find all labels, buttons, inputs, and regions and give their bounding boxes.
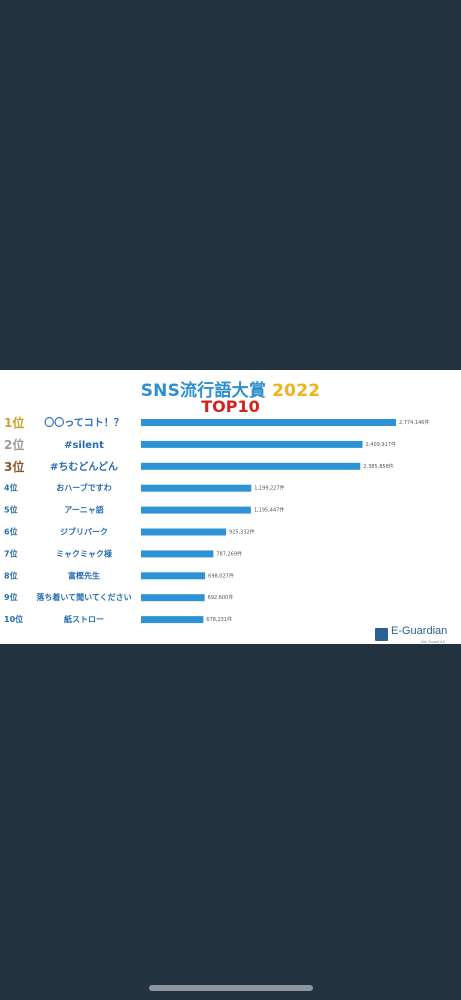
rank-label: 7位 (4, 548, 18, 558)
value-label: 678,231件 (206, 616, 232, 623)
logo-mark-icon (375, 628, 388, 641)
rank-label: 9位 (4, 592, 18, 602)
rank-label: 3位 (4, 459, 24, 474)
bar (141, 528, 227, 536)
rank-label: 2位 (4, 437, 24, 452)
value-label: 2,385,858件 (363, 463, 393, 470)
value-label: 1,195,447件 (254, 507, 284, 514)
bar (141, 550, 214, 558)
category-label: ミャクミャク様 (56, 548, 113, 558)
value-label: 2,774,146件 (399, 419, 429, 426)
chart-title-main: SNS流行語大賞 (140, 381, 267, 401)
rank-label: 1位 (4, 415, 24, 430)
logo-tagline: We Guard All (421, 639, 445, 644)
category-label: アーニャ語 (64, 505, 104, 515)
bar (141, 484, 252, 492)
value-label: 1,199,227件 (254, 485, 284, 492)
category-label: 紙ストロー (64, 614, 104, 624)
value-label: 925,332件 (229, 529, 255, 536)
category-label: #silent (64, 440, 104, 451)
chart-card: SNS流行語大賞 2022 TOP10 1位 〇〇ってコト！？ 2,774,146件… (0, 370, 461, 644)
e-guardian-logo: E-Guardian We Guard All (375, 625, 455, 644)
value-label: 2,409,917件 (366, 441, 396, 448)
bar (141, 616, 204, 624)
rank-label: 8位 (4, 570, 18, 580)
bar (141, 506, 251, 514)
chart-title: SNS流行語大賞 2022 (0, 376, 461, 401)
category-label: #ちむどんどん (50, 460, 118, 473)
value-label: 692,600件 (208, 594, 234, 601)
bar (141, 462, 361, 470)
bar (141, 419, 396, 426)
chart-title-year: 2022 (272, 381, 321, 401)
chart-subtitle: TOP10 (201, 397, 260, 416)
value-label: 698,027件 (208, 572, 234, 579)
category-label: 〇〇ってコト！？ (44, 416, 124, 429)
value-label: 787,269件 (216, 550, 242, 557)
logo-name: E-Guardian (391, 625, 448, 637)
rank-label: 5位 (4, 505, 18, 515)
rank-label: 6位 (4, 527, 18, 537)
bar (141, 440, 363, 448)
rank-label: 10位 (4, 614, 23, 624)
bar (141, 594, 205, 602)
category-label: ジブリパーク (60, 527, 108, 537)
bar (141, 572, 206, 580)
category-label: 富樫先生 (68, 570, 100, 580)
category-label: おハーブですわ (56, 483, 112, 493)
ranking-bar-chart: 1位 〇〇ってコト！？ 2,774,146件 2位 #silent 2,409,917件 3… (4, 415, 429, 624)
home-indicator[interactable] (149, 985, 313, 991)
rank-label: 4位 (4, 483, 18, 493)
category-label: 落ち着いて聞いてください (36, 592, 131, 602)
